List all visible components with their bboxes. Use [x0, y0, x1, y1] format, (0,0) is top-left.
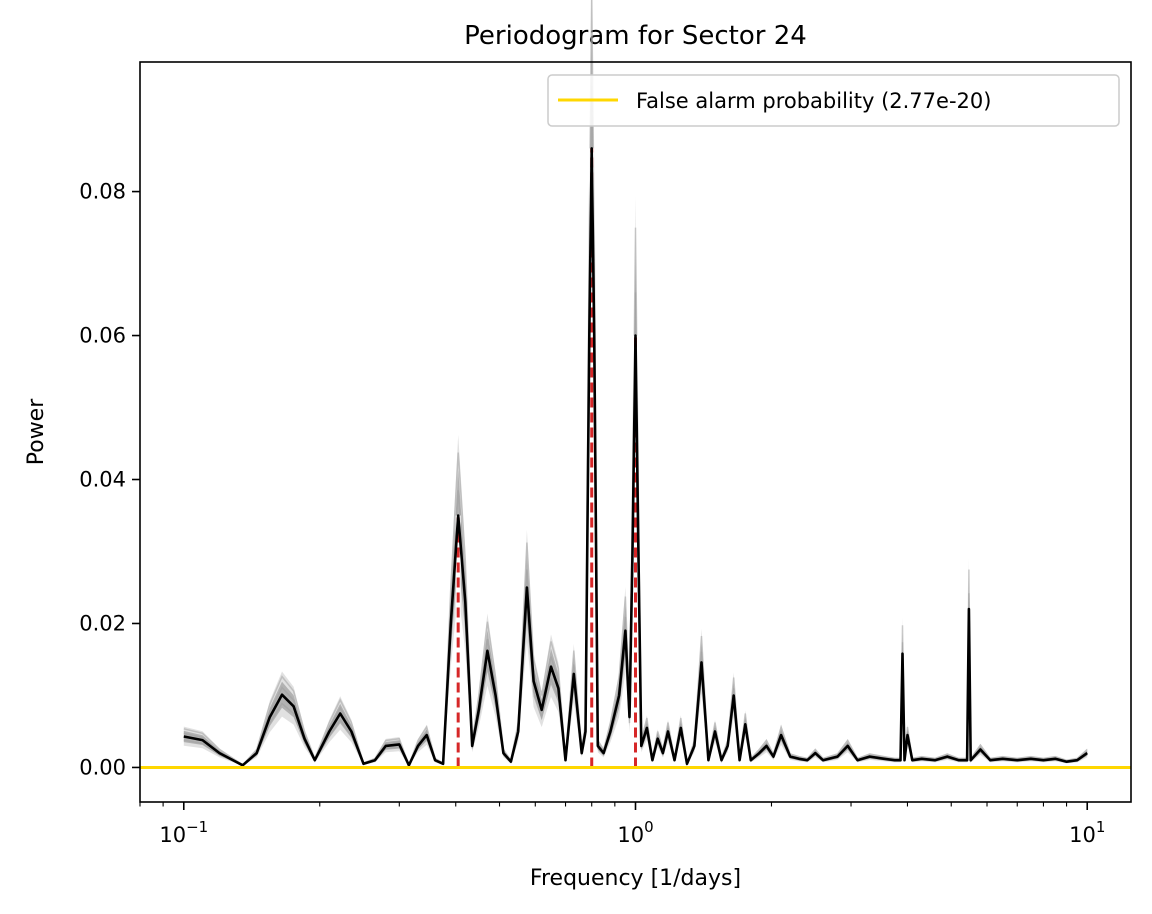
legend-entry-label: False alarm probability (2.77e-20) [636, 89, 991, 113]
x-tick-label-0: 10−1 [159, 818, 208, 847]
legend: False alarm probability (2.77e-20) [547, 74, 1120, 127]
peak-markers [455, 148, 638, 768]
legend-box [547, 74, 1120, 127]
y-tick-label-4: 0.08 [79, 180, 126, 204]
band-line-0 [183, 0, 1088, 767]
series-lines [183, 147, 1088, 767]
y-tick-label-1: 0.02 [79, 611, 126, 635]
y-tick-label-3: 0.06 [79, 324, 126, 348]
y-tick-label-0: 0.00 [79, 755, 126, 779]
x-tick-label-1: 100 [617, 818, 653, 847]
x-tick-label-2: 101 [1069, 818, 1105, 847]
chart-title: Periodogram for Sector 24 [464, 21, 807, 51]
x-axis-ticks: 10−1 100 101 [139, 802, 1105, 847]
x-axis-label: Frequency [1/days] [530, 866, 741, 891]
y-axis-label: Power [24, 398, 49, 465]
y-tick-label-2: 0.04 [79, 468, 126, 492]
y-axis-ticks: 0.00 0.02 0.04 0.06 0.08 [79, 180, 140, 779]
band-line-2 [183, 86, 1088, 768]
series-line-power [183, 147, 1088, 767]
